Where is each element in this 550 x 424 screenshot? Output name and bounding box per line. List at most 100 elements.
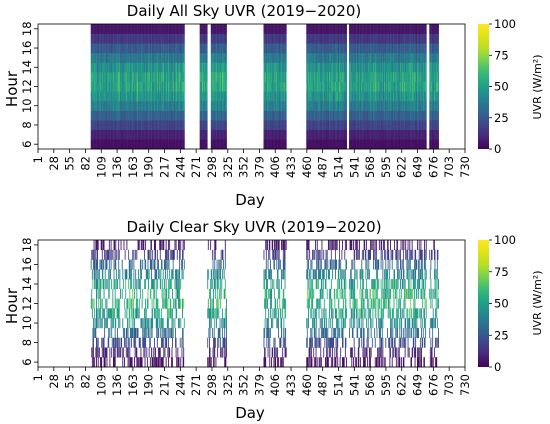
heatmap-cell [388,52,390,63]
heatmap-cell [216,81,218,92]
heatmap-cell [177,110,179,121]
heatmap-cell [350,110,352,121]
heatmap-cell [361,120,363,131]
heatmap-cell [105,81,107,92]
heatmap-cell [213,52,215,63]
heatmap-cell [285,72,287,82]
heatmap-cell [101,139,103,150]
heatmap-cell [200,91,202,102]
heatmap-cell [313,100,315,111]
heatmap-cell [352,33,354,44]
heatmap-cell [178,62,180,73]
heatmap-cell [148,91,150,102]
heatmap-cell [112,81,114,92]
heatmap-cell [374,120,376,131]
heatmap-cell [309,62,311,73]
heatmap-cell [372,24,374,34]
heatmap-cell [215,43,217,54]
heatmap-cell [168,81,170,92]
heatmap-cell [384,62,386,73]
heatmap-cell [113,139,115,150]
heatmap-cell [368,81,370,92]
heatmap-cell [325,81,326,92]
heatmap-cell [177,72,179,82]
heatmap-cell [359,72,361,82]
heatmap-cell [344,100,346,111]
heatmap-cell [216,81,217,92]
heatmap-cell [269,72,271,82]
heatmap-cell [211,129,213,140]
heatmap-cell [214,72,216,82]
heatmap-cell [180,129,182,140]
heatmap-cell [274,24,276,34]
heatmap-cell [161,24,163,34]
heatmap-cell [322,52,323,63]
heatmap-cell [334,81,336,92]
heatmap-cell [311,139,313,150]
heatmap-cell [203,110,205,121]
heatmap-cell [338,43,340,54]
heatmap-cell [343,129,345,140]
heatmap-cell [203,52,205,63]
heatmap-cell [214,120,216,131]
heatmap-cell [281,110,283,121]
heatmap-cell [139,52,141,63]
heatmap-cell [337,81,339,92]
heatmap-cell [138,139,140,150]
heatmap-cell [145,62,147,73]
heatmap-cell [176,33,178,44]
heatmap-cell [276,62,278,73]
heatmap-cell [132,62,134,73]
heatmap-cell [139,52,141,63]
heatmap-cell [312,24,314,34]
heatmap-cell [155,43,157,54]
heatmap-cell [332,62,334,73]
heatmap-cell [380,52,382,63]
heatmap-cell [308,24,309,34]
heatmap-cell [211,139,213,150]
heatmap-cell [387,139,388,150]
heatmap-cell [132,91,134,102]
heatmap-cell [141,129,142,140]
heatmap-cell [362,72,364,82]
heatmap-cell [285,100,287,111]
heatmap-cell [127,81,129,92]
heatmap-cell [161,129,162,140]
heatmap-cell [312,33,314,44]
heatmap-cell [172,72,174,82]
heatmap-cell [386,24,388,34]
heatmap-cell [155,24,157,34]
heatmap-cell [364,129,366,140]
heatmap-cell [329,52,330,63]
heatmap-cell [323,91,325,102]
heatmap-cell [106,120,108,131]
heatmap-cell [316,43,318,54]
heatmap-cell [137,81,139,92]
heatmap-cell [203,24,205,34]
heatmap-cell [384,91,386,102]
heatmap-cell [337,43,339,54]
heatmap-cell [322,100,324,111]
heatmap-cell [120,72,122,82]
heatmap-cell [365,62,367,73]
heatmap-cell [269,91,271,102]
heatmap-cell [152,129,154,140]
heatmap-cell [371,62,373,73]
heatmap-cell [166,110,168,121]
heatmap-cell [341,52,343,63]
heatmap-cell [317,91,319,102]
heatmap-cell [176,100,178,111]
heatmap-cell [355,43,357,54]
heatmap-cell [346,33,347,44]
heatmap-cell [164,62,166,73]
heatmap-cell [154,100,156,111]
heatmap-cell [119,72,121,82]
heatmap-cell [166,139,168,150]
heatmap-cell [284,110,285,121]
heatmap-cell [368,91,370,102]
heatmap-cell [284,120,285,131]
heatmap-cell [355,129,357,140]
heatmap-cell [390,120,391,131]
heatmap-cell [120,100,122,111]
heatmap-cell [285,120,287,131]
